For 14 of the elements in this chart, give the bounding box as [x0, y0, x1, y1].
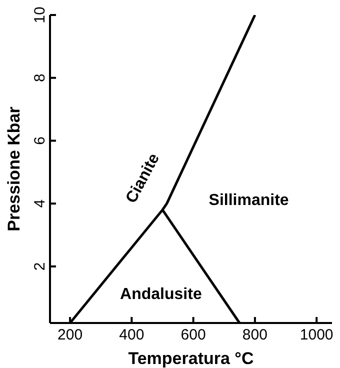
y-tick-label: 6 — [32, 136, 48, 145]
y-tick-label: 4 — [32, 199, 48, 208]
annotation: Andalusite — [120, 286, 202, 304]
x-tick-label: 1000 — [300, 326, 334, 344]
x-tick-label: 400 — [119, 326, 144, 344]
y-tick-label: 10 — [32, 6, 48, 24]
x-tick-label: 200 — [58, 326, 83, 344]
x-tick-label: 800 — [242, 326, 268, 344]
annotation: Sillimanite — [208, 192, 289, 209]
x-axis-title: Temperatura °C — [128, 349, 254, 368]
y-tick-label: 2 — [32, 262, 48, 271]
y-axis-title: Pressione Kbar — [4, 106, 24, 232]
y-tick-label: 8 — [32, 74, 48, 82]
x-tick-label: 600 — [180, 326, 206, 344]
